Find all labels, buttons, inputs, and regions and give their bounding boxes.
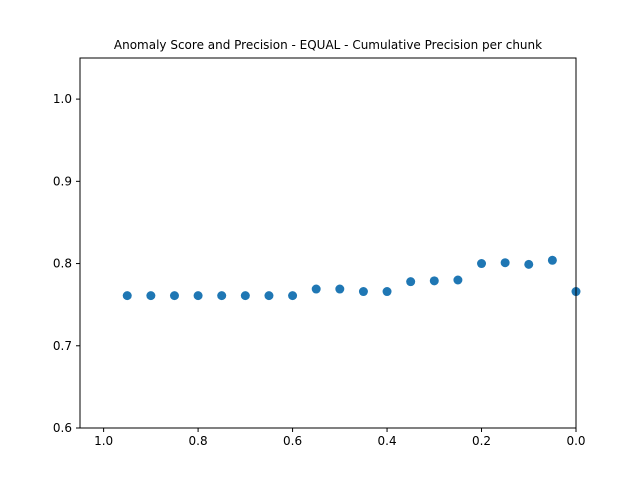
axes-frame (79, 57, 577, 429)
data-point (335, 284, 345, 294)
data-point (122, 291, 132, 301)
data-point (477, 259, 487, 269)
data-point (193, 291, 203, 301)
x-tick-label: 0.8 (189, 434, 208, 448)
data-point (311, 284, 321, 294)
x-tick-label: 0.4 (378, 434, 397, 448)
y-tick-label: 0.6 (53, 421, 72, 435)
x-axis: 1.0 0.8 0.6 0.4 0.2 0.0 (94, 428, 586, 448)
data-point (169, 291, 179, 301)
x-tick-label: 0.2 (472, 434, 491, 448)
y-axis: 0.6 0.7 0.8 0.9 1.0 (53, 92, 80, 435)
data-point (406, 277, 416, 287)
x-tick-label: 0.6 (283, 434, 302, 448)
x-tick-label: 0.0 (566, 434, 585, 448)
data-point (146, 291, 156, 301)
data-point (217, 291, 227, 301)
data-point (288, 291, 298, 301)
y-tick-label: 0.9 (53, 174, 72, 188)
chart-title: Anomaly Score and Precision - EQUAL - Cu… (114, 38, 542, 52)
x-tick-label: 1.0 (94, 434, 113, 448)
data-point (500, 258, 510, 268)
scatter-points (122, 255, 581, 301)
data-point (240, 291, 250, 301)
data-point (382, 287, 392, 297)
y-tick-label: 1.0 (53, 92, 72, 106)
y-tick-label: 0.7 (53, 339, 72, 353)
data-point (453, 275, 463, 285)
data-point (358, 287, 368, 297)
data-point (264, 291, 274, 301)
data-point (547, 255, 557, 265)
data-point (524, 259, 534, 269)
data-point (429, 276, 439, 286)
y-tick-label: 0.8 (53, 257, 72, 271)
